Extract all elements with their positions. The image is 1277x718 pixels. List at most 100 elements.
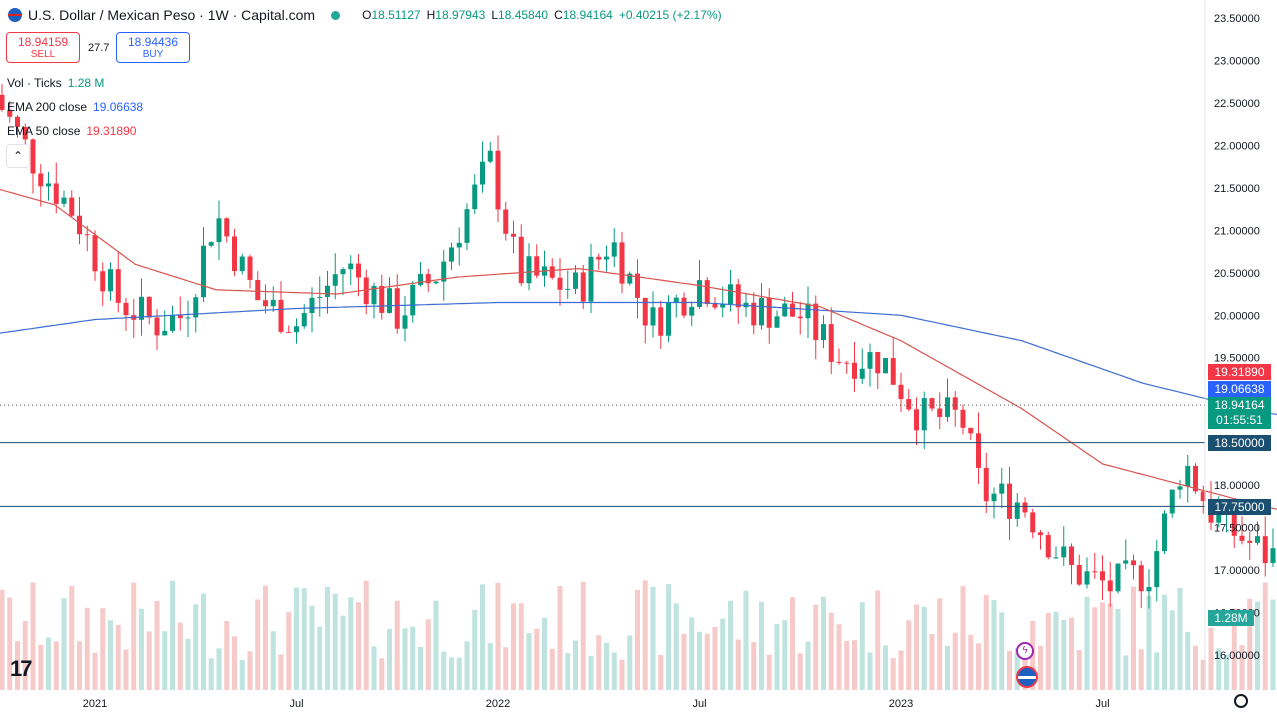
candle-body — [1231, 506, 1237, 536]
collapse-legend-button[interactable]: ⌃ — [6, 144, 30, 168]
buy-label: BUY — [142, 49, 164, 60]
volume-bar — [704, 633, 710, 690]
candle-body — [348, 263, 354, 270]
legend-ema50[interactable]: EMA 50 close 19.31890 — [7, 124, 137, 138]
time-axis-label: 2021 — [83, 698, 107, 710]
candle-body — [371, 285, 377, 305]
volume-bar — [976, 643, 981, 690]
volume-bar — [402, 628, 408, 690]
price-axis-label: 17.00000 — [1214, 565, 1260, 577]
candle-body — [937, 408, 943, 417]
candle-body — [518, 236, 524, 284]
volume-bar — [1069, 617, 1074, 690]
legend-volume[interactable]: Vol · Ticks 1.28 M — [7, 76, 105, 90]
volume-bar — [472, 609, 478, 690]
candle-body — [402, 315, 408, 329]
candle-body — [247, 256, 253, 280]
volume-bar — [495, 582, 501, 690]
volume-bar — [1154, 652, 1160, 690]
us-flag-icon[interactable] — [1016, 666, 1038, 688]
candle-body — [278, 299, 284, 332]
volume-bar — [573, 640, 578, 690]
volume-bar — [557, 586, 563, 690]
volume-bar — [503, 647, 509, 690]
volume-bar — [433, 600, 439, 690]
volume-bar — [61, 598, 67, 690]
volume-bar — [1061, 619, 1067, 690]
candle-body — [952, 397, 958, 410]
candle-body — [968, 427, 974, 434]
candle-body — [472, 184, 478, 210]
volume-tag: 1.28M — [1208, 610, 1254, 626]
tradingview-logo[interactable]: 17 — [10, 656, 33, 681]
volume-bar — [340, 615, 346, 690]
symbol-title[interactable]: U.S. Dollar / Mexican Peso · 1W · Capita… — [28, 7, 316, 23]
volume-bar — [898, 650, 904, 690]
candle-body — [1030, 512, 1036, 533]
candle-body — [185, 317, 191, 319]
candle-body — [1177, 486, 1183, 490]
buy-button[interactable]: 18.94436 BUY — [116, 32, 190, 63]
volume-bar — [1177, 587, 1183, 690]
price-axis-label: 21.50000 — [1214, 183, 1260, 195]
volume-bar — [766, 654, 772, 690]
volume-bar — [1262, 582, 1268, 690]
candle-body — [991, 493, 997, 502]
candle-body — [728, 284, 733, 304]
gear-icon[interactable] — [1234, 694, 1248, 708]
lightning-icon[interactable]: ϟ — [1016, 642, 1034, 660]
volume-bar — [301, 588, 307, 690]
candle-body — [332, 274, 338, 286]
candle-body — [239, 256, 245, 272]
candle-body — [123, 302, 129, 316]
volume-bar — [968, 634, 974, 690]
price-axis: 23.50000 23.00000 22.50000 22.00000 21.50000… — [1214, 13, 1260, 662]
candle-body — [92, 235, 98, 272]
candle-body — [1076, 564, 1082, 585]
volume-bar — [379, 658, 385, 690]
volume-bar — [278, 654, 284, 690]
candle-body — [1107, 580, 1113, 592]
candle-body — [1185, 465, 1191, 487]
candle-body — [162, 330, 168, 336]
volume-bar — [1247, 598, 1253, 690]
time-axis-label: 2022 — [486, 698, 510, 710]
candle-body — [565, 288, 571, 290]
sell-button[interactable]: 18.94159 SELL — [6, 32, 80, 63]
volume-bar — [588, 655, 594, 690]
candle-body — [774, 316, 780, 328]
candle-body — [573, 272, 578, 289]
candle-body — [193, 297, 199, 318]
candle-body — [325, 285, 330, 297]
legend-ema200[interactable]: EMA 200 close 19.06638 — [7, 100, 144, 114]
candle-body — [201, 245, 206, 298]
candle-body — [549, 266, 555, 278]
candle-body — [1169, 489, 1175, 514]
candle-body — [1022, 502, 1028, 513]
us-flag-icon — [8, 8, 22, 22]
candle-body — [1045, 535, 1051, 558]
volume-bar — [751, 642, 757, 690]
candle-body — [782, 303, 788, 317]
candle-body — [1061, 546, 1067, 558]
volume-bar — [100, 608, 106, 690]
candle-body — [1216, 514, 1222, 523]
candle-body — [1262, 536, 1268, 564]
candle-body — [836, 361, 842, 363]
candle-body — [790, 303, 795, 317]
candle-body — [844, 362, 850, 364]
volume-bar — [565, 653, 571, 690]
volume-bar — [131, 582, 137, 690]
volume-bar — [991, 599, 997, 690]
candle-body — [859, 368, 865, 379]
volume-bar — [929, 633, 935, 690]
time-axis: 2021Jul2022Jul2023Jul2024Jul2025Jul2026 — [83, 698, 1110, 710]
market-status-dot-icon — [331, 10, 341, 20]
candle-body — [15, 116, 20, 127]
volume-bar — [177, 622, 183, 690]
candle-body — [883, 358, 888, 374]
volume-bar — [15, 641, 20, 690]
volume-bar — [255, 599, 261, 690]
candle-body — [1123, 560, 1129, 564]
